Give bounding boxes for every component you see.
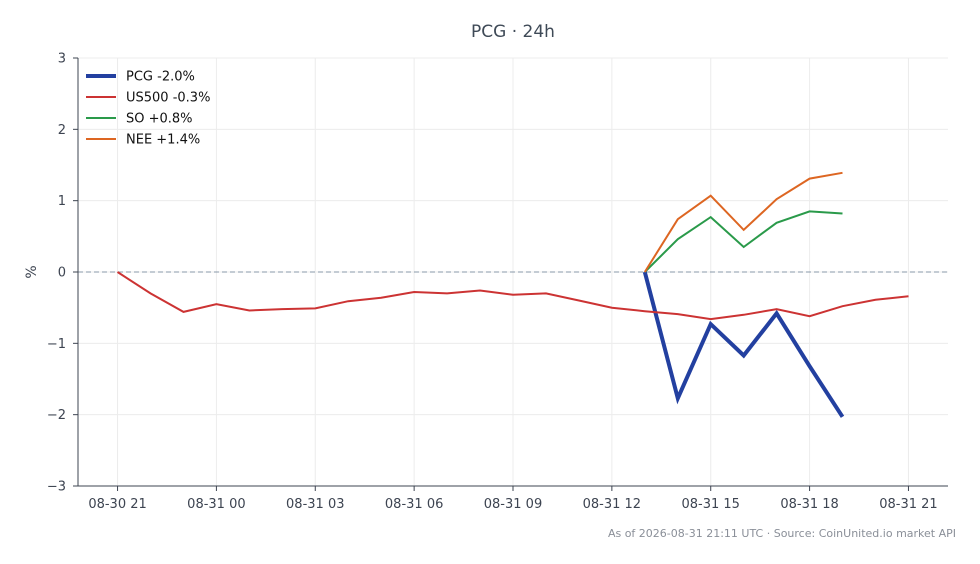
- series-line-pcg: [642, 271, 845, 418]
- legend-label-pcg: PCG -2.0%: [126, 70, 195, 85]
- legend-label-us500: US500 -0.3%: [126, 91, 210, 106]
- x-tick-label: 08-31 12: [583, 497, 641, 512]
- x-tick-label: 08-31 18: [780, 497, 838, 512]
- y-tick-label: −3: [47, 480, 66, 495]
- y-axis-title: %: [24, 265, 40, 278]
- series-lines: [116, 171, 909, 418]
- x-tick-label: 08-31 09: [484, 497, 542, 512]
- y-tick-label: 0: [58, 266, 66, 281]
- x-tick-label: 08-31 00: [187, 497, 245, 512]
- legend-label-so: SO +0.8%: [126, 112, 193, 127]
- x-tick-label: 08-31 21: [879, 497, 937, 512]
- x-tick-label: 08-31 15: [682, 497, 740, 512]
- x-tick-label: 08-30 21: [88, 497, 146, 512]
- x-tick-label: 08-31 06: [385, 497, 443, 512]
- y-tick-label: −2: [47, 408, 66, 423]
- source-footer: As of 2026-08-31 21:11 UTC · Source: Coi…: [608, 527, 956, 540]
- chart-title: PCG · 24h: [471, 22, 555, 42]
- y-tick-label: 2: [58, 123, 66, 138]
- y-tick-label: −1: [47, 337, 66, 352]
- series-line-so: [644, 210, 843, 273]
- legend: PCG -2.0% US500 -0.3% SO +0.8% NEE +1.4%: [86, 70, 210, 148]
- series-line-us500: [116, 271, 909, 321]
- y-tick-label: 1: [58, 194, 66, 209]
- x-axis-ticks: 08-30 21 08-31 00 08-31 03 08-31 06 08-31 09…: [88, 486, 938, 512]
- series-line-nee: [643, 171, 843, 273]
- x-tick-label: 08-31 03: [286, 497, 344, 512]
- y-tick-label: 3: [58, 52, 66, 67]
- legend-label-nee: NEE +1.4%: [126, 133, 200, 148]
- y-axis-ticks: 3 2 1 0 −1 −2 −3: [47, 52, 78, 495]
